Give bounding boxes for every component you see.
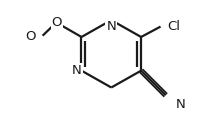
Text: N: N	[72, 64, 81, 77]
Text: N: N	[176, 98, 186, 111]
Text: O: O	[26, 30, 36, 43]
Text: Cl: Cl	[167, 20, 180, 33]
Text: N: N	[106, 20, 116, 33]
Text: O: O	[52, 16, 62, 29]
